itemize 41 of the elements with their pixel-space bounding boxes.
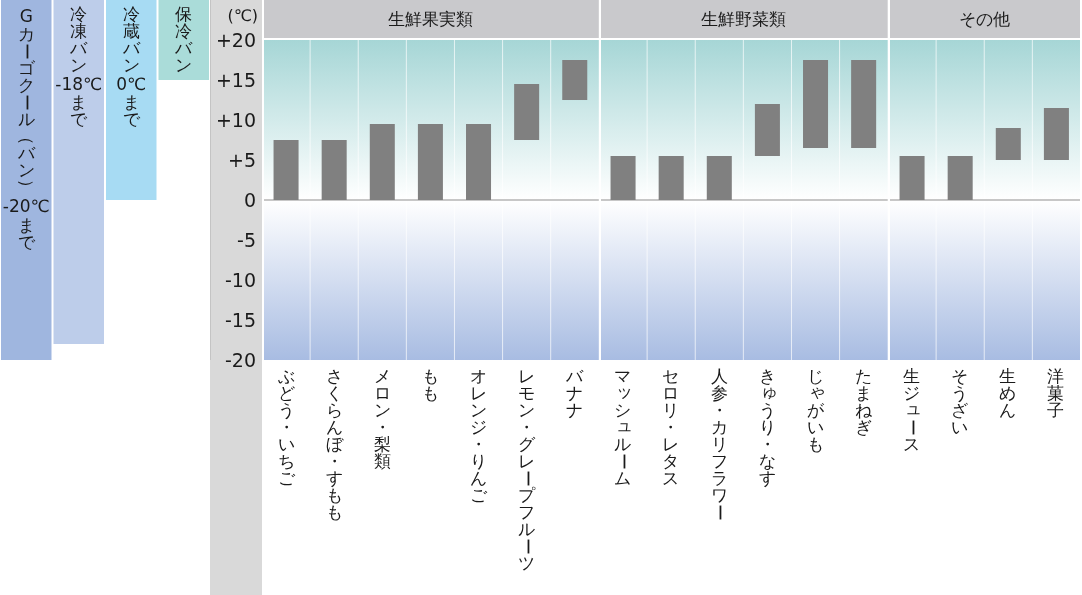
x-tick-label: バナナ (566, 366, 584, 420)
y-tick-label: -10 (224, 269, 256, 291)
x-tick-label: 生ジュース (902, 366, 923, 454)
x-tick-label: 洋菓子 (1047, 366, 1065, 420)
text: その他 (958, 9, 1010, 29)
y-tick-label: 0 (243, 189, 256, 211)
category-label: レモン・グレープフルーツ (517, 366, 538, 573)
y-tick-label: -5 (237, 229, 256, 251)
category-label: Gカーゴクール（バン）-20℃まで (2, 5, 50, 252)
x-tick-label: ぶどう・いちご (277, 366, 295, 488)
x-tick-label: オレンジ・りんご (470, 366, 488, 505)
bar (369, 124, 395, 200)
x-tick-label: 生めん (999, 366, 1017, 420)
x-tick-label: じゃがいも (806, 366, 826, 454)
x-tick-label: 冷凍バン-18℃まで (55, 4, 103, 130)
x-tick-label: セロリ・レタス (662, 366, 680, 488)
y-tick-label: +10 (215, 109, 256, 131)
y-tick-label: +20 (215, 29, 256, 51)
y-axis-title: (℃) (227, 5, 258, 25)
y-tick-label: +15 (215, 69, 256, 91)
x-tick-label: もも (421, 366, 439, 403)
bar (273, 140, 299, 200)
bar (562, 60, 588, 101)
x-tick-label: そうざい (951, 366, 969, 437)
x-tick-label: 保冷バン (175, 4, 193, 75)
text: 生鮮野菜類 (700, 9, 786, 29)
bar (321, 140, 347, 200)
y-tick-label: -20 (224, 349, 256, 371)
bar (417, 124, 443, 200)
text: 生鮮果実類 (387, 9, 473, 30)
bar (466, 124, 492, 200)
y-tick-label: +5 (227, 149, 256, 171)
bar (514, 84, 540, 141)
x-tick-label: メロン・梨類 (373, 366, 391, 471)
x-tick-label: 冷蔵バン0℃まで (116, 4, 147, 130)
x-tick-label: マッシュルーム (613, 366, 634, 488)
category-label: 人参・カリフラワー (709, 366, 730, 521)
x-tick-label: たまねぎ (854, 366, 872, 437)
x-tick-label: きゅうり・なす (758, 366, 778, 488)
category-label: さくらんぼ・すもも (325, 366, 343, 522)
y-tick-label: -15 (224, 309, 256, 331)
